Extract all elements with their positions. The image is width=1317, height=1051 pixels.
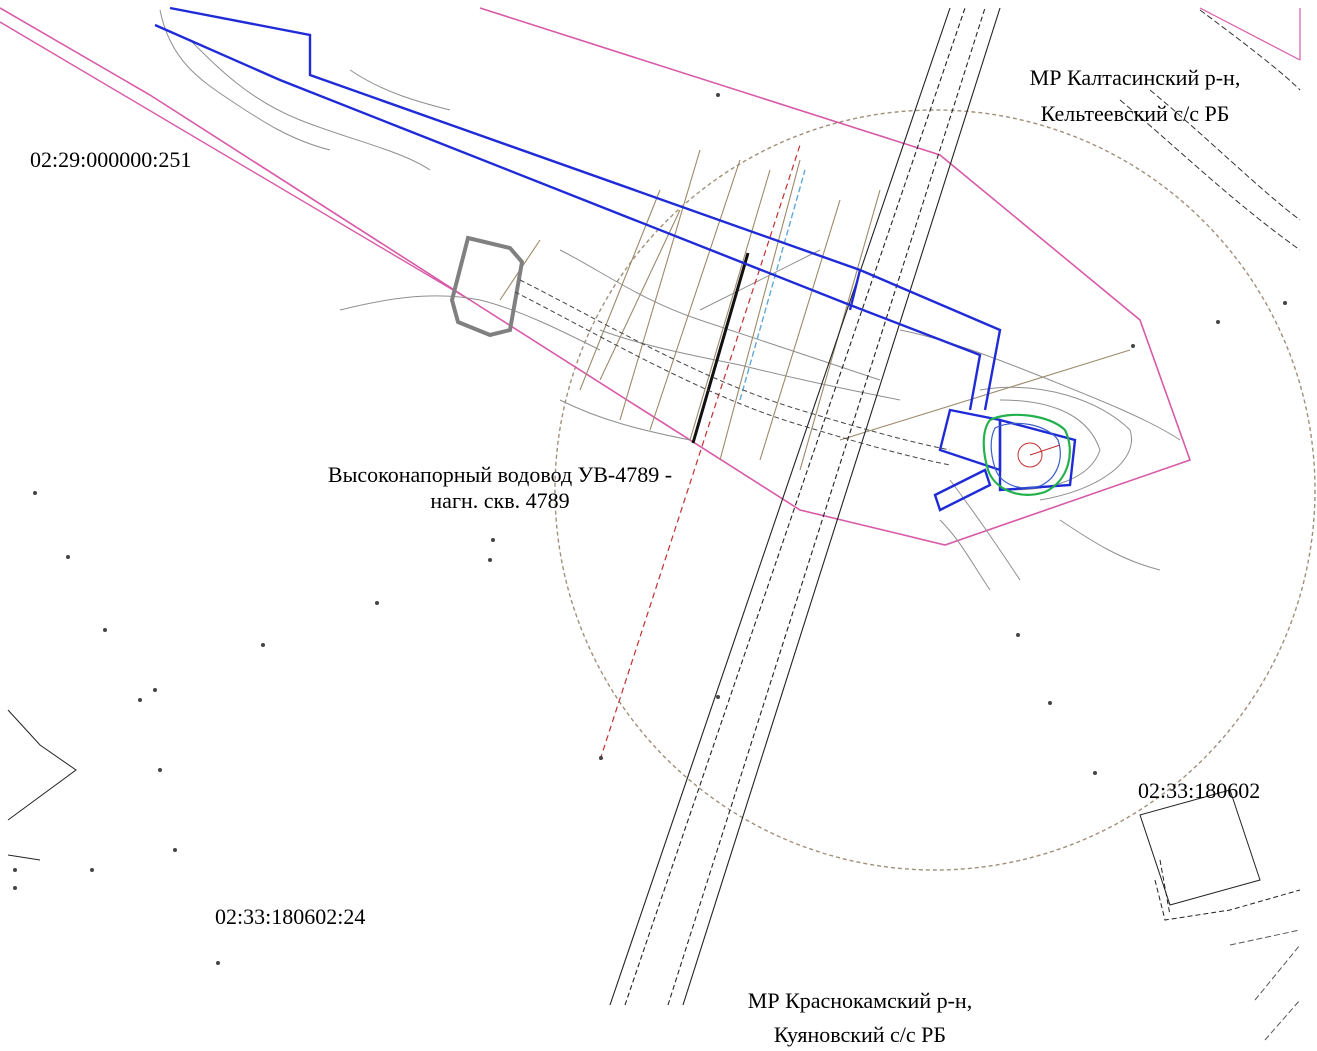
parcel-se-outline — [1139, 789, 1301, 921]
district-south-line1: МР Краснокамский р-н, — [747, 988, 973, 1013]
radius-circle — [554, 109, 1316, 871]
pipeline-route — [154, 6, 1077, 512]
light-blue-line — [739, 169, 806, 401]
road-corridor — [609, 7, 1001, 1006]
parcel-label-sw: 02:33:180602:24 — [215, 904, 366, 929]
roads-east — [1119, 9, 1301, 251]
parcel-sw-outline — [7, 709, 77, 861]
parcel-label-se: 02:33:180602 — [1138, 778, 1261, 803]
well-pad — [982, 413, 1071, 496]
district-label-north: МР Калтасинский р-н, Кельтеевский с/с РБ — [975, 65, 1295, 127]
allotment-boundary — [0, 7, 1192, 546]
survey-points — [13, 93, 1287, 965]
pipeline-label-line2: нагн. скв. 4789 — [430, 488, 570, 513]
district-south-line2: Куяновский с/с РБ — [773, 1022, 947, 1047]
red-survey-line — [599, 144, 801, 761]
black-segment — [691, 252, 750, 444]
pipeline-label: Высоконапорный водовод УВ-4789 - нагн. с… — [255, 462, 745, 514]
district-north-line2: Кельтеевский с/с РБ — [1040, 101, 1230, 126]
contour-lines — [159, 9, 1181, 591]
district-label-south: МР Краснокамский р-н, Куяновский с/с РБ — [700, 988, 1020, 1048]
pipeline-label-line1: Высоконапорный водовод УВ-4789 - — [327, 462, 673, 487]
parcel-label-nw: 02:29:000000:251 — [30, 147, 192, 172]
pit-outline — [449, 235, 525, 338]
allotment-boundary-top — [0, 21, 471, 301]
district-north-line1: МР Калтасинский р-н, — [1029, 65, 1241, 90]
survey-lines — [499, 149, 1131, 471]
edge-lines — [1229, 929, 1301, 1041]
dirt-road — [514, 279, 951, 466]
allotment-boundary-top2 — [1199, 7, 1301, 61]
